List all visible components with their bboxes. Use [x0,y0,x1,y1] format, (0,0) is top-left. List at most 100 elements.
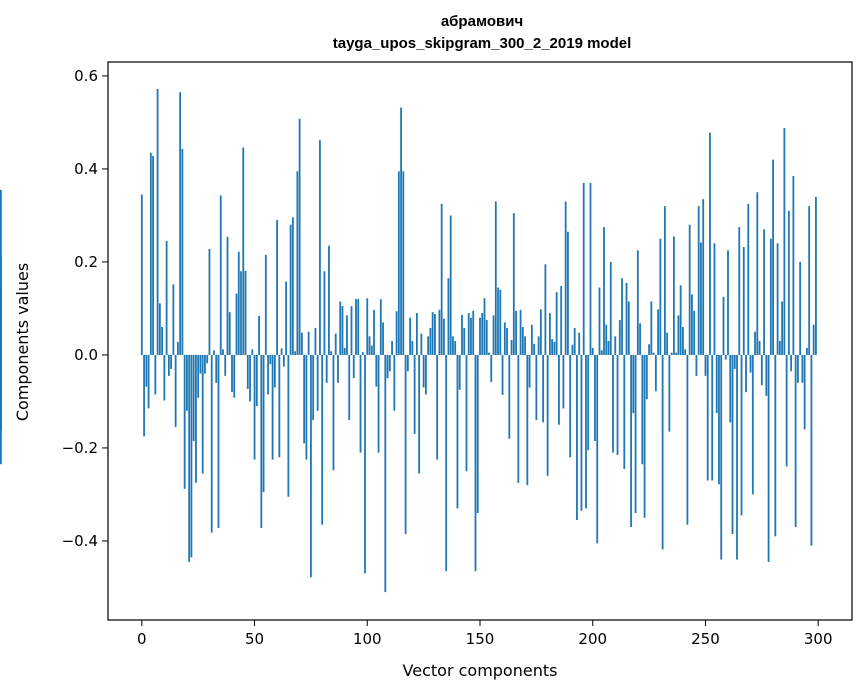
bar [616,354,619,455]
bar [190,354,193,558]
bar [208,248,211,355]
bar [706,354,709,481]
bar [337,354,339,383]
bar [682,327,684,355]
bar [388,354,391,372]
bar [397,171,400,355]
bar [632,354,635,414]
bar [483,298,486,355]
bar [787,210,790,355]
bar [756,192,759,355]
bar [555,292,558,355]
bar [553,341,556,355]
bar [278,354,281,458]
bar [661,354,664,550]
x-tick-label: 50 [245,630,264,648]
bar [296,171,299,355]
bar [576,354,578,521]
bar [276,220,278,355]
bar [244,270,247,355]
bar [181,148,184,355]
bar [799,261,802,355]
bar [600,350,603,355]
bar [188,354,191,562]
bar [402,171,405,355]
bar [233,354,236,398]
bar [481,313,484,355]
bar [454,341,457,355]
bar [409,317,412,355]
bar [490,354,493,382]
bar [558,354,560,425]
bar [672,236,675,355]
bar [470,317,472,355]
bar [206,354,209,364]
chart-title: абрамович [441,13,523,30]
bar [443,318,445,355]
bar [625,282,628,355]
bar [539,309,542,355]
bar [693,310,696,355]
bar [573,327,576,355]
bar [161,327,164,355]
bar [237,251,240,355]
bar [427,336,430,355]
bar [249,354,251,402]
bar [630,354,632,527]
bar [790,354,793,372]
bar [240,271,242,355]
y-tick-label: 0.4 [74,160,98,178]
bar [222,349,224,355]
x-tick-label: 200 [578,630,607,648]
bar [546,354,549,476]
bar [515,310,517,355]
bar [314,327,317,355]
bar [499,289,502,355]
bar [373,309,375,355]
bar [801,354,804,383]
bar [718,354,720,485]
bar [497,287,499,355]
y-tick-label: −0.4 [62,532,98,550]
bar [711,354,714,481]
bar [246,354,249,389]
bar [598,287,601,355]
bar [332,354,335,471]
bar [341,306,344,355]
bar [391,341,393,355]
bar [280,348,283,355]
bar [395,311,398,355]
bar [273,354,276,388]
bar [456,354,459,509]
bar [463,327,466,355]
bar [312,354,315,421]
bar [154,354,157,395]
bar [639,323,641,355]
bar [526,354,529,486]
bar [0,354,2,430]
bar [641,354,644,465]
bar [501,354,504,395]
bar [140,194,143,355]
bar [650,301,653,355]
bar [269,354,272,365]
bar [767,354,770,562]
bar [172,284,175,355]
bar [688,224,691,355]
bar [350,306,353,355]
bar [614,336,617,355]
bar [580,354,583,511]
y-tick-label: 0.0 [74,346,98,364]
bar [201,354,204,474]
bar [528,354,531,388]
bar [467,313,470,355]
plot-frame [107,61,853,621]
bar [643,354,646,518]
bar [587,354,590,451]
bar [429,327,432,355]
bar [684,349,687,355]
bar [258,315,260,355]
bar [548,313,551,355]
bar [666,332,669,355]
bar [794,354,797,527]
